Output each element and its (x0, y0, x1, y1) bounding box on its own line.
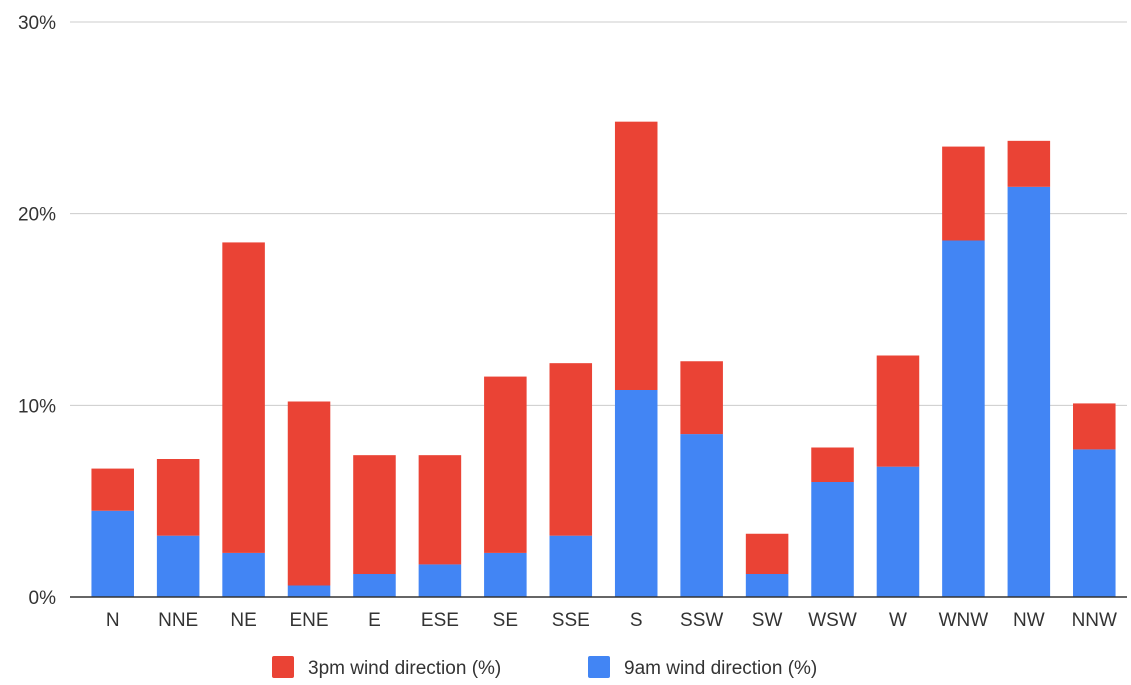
bar-9am (811, 482, 854, 597)
bar-9am (745, 574, 789, 597)
bar-3pm (811, 447, 854, 482)
bar-9am (353, 574, 396, 597)
bar-9am (876, 466, 920, 597)
x-tick-label: SW (752, 610, 783, 631)
bar-9am (680, 434, 723, 597)
bar-9am (287, 585, 331, 597)
bar-3pm (91, 468, 134, 511)
legend-label: 3pm wind direction (%) (308, 658, 501, 679)
x-tick-label: WNW (939, 610, 989, 631)
x-tick-label: NNW (1072, 610, 1117, 631)
bar-3pm (484, 376, 527, 553)
bars (91, 121, 1116, 598)
bar-3pm (1007, 140, 1051, 187)
x-tick-label: E (368, 610, 381, 631)
bar-9am (156, 535, 200, 597)
bar-3pm (287, 401, 331, 586)
bar-3pm (156, 459, 200, 536)
bar-9am (91, 510, 134, 597)
x-tick-label: NE (230, 610, 256, 631)
bar-3pm (876, 355, 920, 467)
axes: 0% 10% 20% 30% N NNE NE ENE E ESE SE SSE S SSW SW WSW W W… (18, 13, 1127, 631)
x-tick-label: SE (493, 610, 518, 631)
bar-3pm (614, 121, 658, 391)
bar-3pm (222, 242, 265, 553)
x-tick-label: NW (1013, 610, 1045, 631)
bar-9am (418, 564, 462, 597)
bar-3pm (1073, 403, 1116, 450)
x-tick-label: SSE (552, 610, 590, 631)
x-tick-label: WSW (808, 610, 857, 631)
bar-9am (549, 535, 593, 597)
legend: 3pm wind direction (%) 9am wind direction… (272, 656, 817, 679)
x-tick-label: ESE (421, 610, 459, 631)
bar-3pm (549, 363, 593, 536)
bar-3pm (418, 455, 462, 565)
bar-9am (1007, 186, 1051, 598)
x-tick-label: ENE (289, 610, 328, 631)
bar-3pm (353, 455, 396, 574)
legend-swatch (588, 656, 610, 678)
x-tick-label: SSW (680, 610, 723, 631)
x-tick-label: N (106, 610, 120, 631)
bar-3pm (745, 533, 789, 574)
bar-9am (1073, 449, 1116, 597)
x-tick-label: S (630, 610, 643, 631)
legend-swatch (272, 656, 294, 678)
bar-9am (614, 390, 658, 597)
x-tick-label: W (889, 610, 907, 631)
x-tick-label: NNE (158, 610, 198, 631)
bar-3pm (942, 146, 985, 241)
bar-9am (942, 240, 985, 597)
y-tick-label: 0% (29, 588, 57, 609)
bar-9am (484, 552, 527, 597)
legend-label: 9am wind direction (%) (624, 658, 817, 679)
bar-3pm (680, 361, 723, 435)
bar-9am (222, 552, 265, 597)
y-tick-label: 30% (18, 13, 56, 34)
y-tick-label: 20% (18, 205, 56, 226)
y-tick-label: 10% (18, 396, 56, 417)
